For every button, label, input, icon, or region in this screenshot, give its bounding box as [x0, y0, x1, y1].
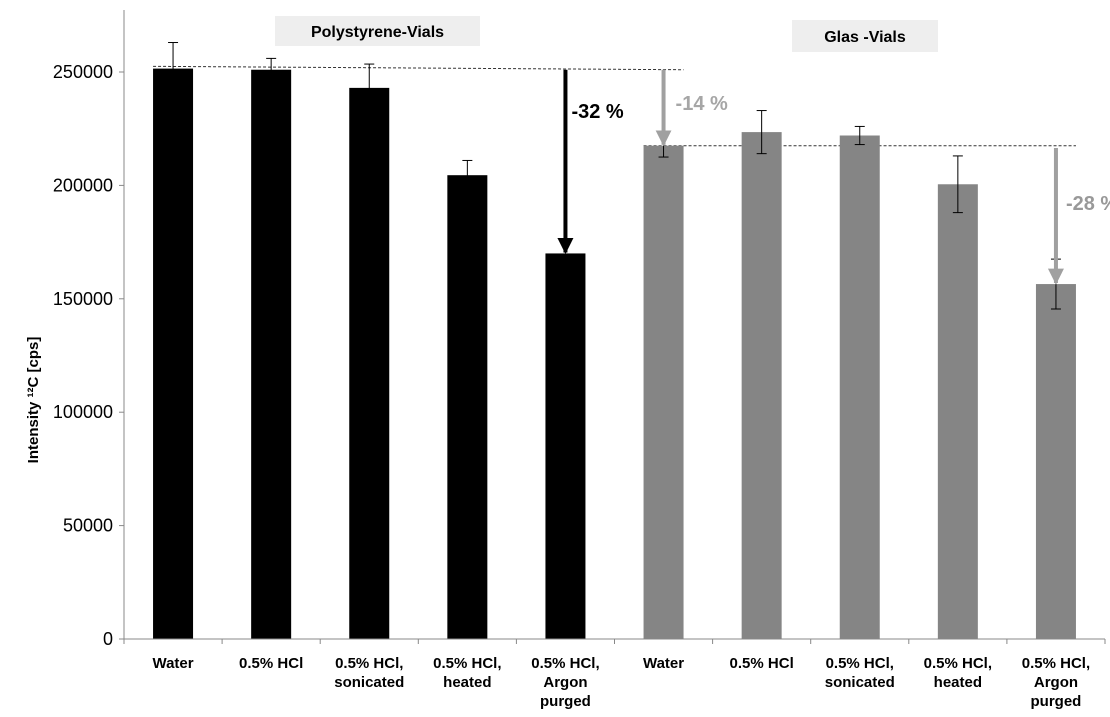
annotation-label-0: -32 % — [571, 101, 623, 123]
x-category-label-line: heated — [443, 674, 491, 691]
annotation-label-1: -14 % — [676, 93, 728, 115]
group-title-0: Polystyrene-Vials — [275, 16, 480, 46]
error-bar-0 — [168, 42, 179, 96]
x-category-label-line: 0.5% HCl, — [433, 655, 501, 672]
x-category-label-line: 0.5% HCl, — [924, 655, 992, 672]
x-category-label-3: 0.5% HCl, heated — [433, 655, 501, 691]
bar-7 — [839, 135, 880, 639]
y-tick-label-3: 150000 — [53, 289, 113, 309]
y-tick-label-4: 200000 — [53, 175, 113, 195]
x-category-label-line: 0.5% HCl, — [1022, 655, 1090, 672]
bar-4 — [545, 253, 586, 639]
bar-3 — [447, 175, 488, 639]
error-bar-1 — [266, 57, 277, 82]
error-bar-7 — [854, 125, 865, 146]
x-category-label-line: 0.5% HCl, — [826, 655, 894, 672]
x-category-label-7: 0.5% HCl, sonicated — [825, 655, 895, 691]
x-category-label-line: 0.5% HCl — [730, 655, 794, 672]
group-title-box-0 — [275, 16, 480, 46]
annotations: -32 % -14 % -28 % — [557, 69, 1110, 285]
y-tick-label-5: 250000 — [53, 62, 113, 82]
x-category-label-line: sonicated — [825, 674, 895, 691]
error-bar-6 — [756, 110, 767, 155]
x-category-label-line: 0.5% HCl — [239, 655, 303, 672]
bar-1 — [251, 69, 292, 640]
x-category-label-4: 0.5% HCl, Argon purged — [531, 655, 599, 710]
x-category-label-1: 0.5% HCl — [239, 655, 303, 672]
error-bar-2 — [364, 63, 375, 113]
x-category-label-5: Water — [643, 655, 684, 672]
bar-0 — [153, 68, 194, 639]
x-category-label-line: sonicated — [334, 674, 404, 691]
x-category-label-line: Argon — [543, 674, 587, 691]
bars — [153, 68, 1076, 640]
x-category-label-0: Water — [152, 655, 193, 672]
group-title-text-1: Glas -Vials — [824, 29, 906, 46]
reference-line-0 — [153, 65, 684, 71]
x-category-label-line: Water — [643, 655, 684, 672]
error-bars — [168, 42, 1061, 310]
x-category-label-line: 0.5% HCl, — [531, 655, 599, 672]
x-category-label-line: 0.5% HCl, — [335, 655, 403, 672]
bar-9 — [1035, 284, 1076, 639]
bar-5 — [643, 145, 684, 639]
y-axis-label: Intensity ¹²C [cps] — [25, 337, 42, 464]
error-bar-8 — [952, 155, 963, 214]
y-tick-labels: 0 50000 100000 150000 200000 250000 — [53, 62, 113, 649]
annotation-label-2: -28 % — [1066, 193, 1110, 215]
group-title-text-0: Polystyrene-Vials — [311, 24, 444, 41]
bar-8 — [937, 184, 978, 640]
x-category-label-line: heated — [934, 674, 982, 691]
x-category-label-8: 0.5% HCl, heated — [924, 655, 992, 691]
group-title-1: Glas -Vials — [792, 20, 938, 52]
bar-6 — [741, 132, 782, 640]
x-category-label-2: 0.5% HCl, sonicated — [334, 655, 404, 691]
bar-2 — [349, 87, 390, 640]
x-category-label-line: Water — [152, 655, 193, 672]
axes — [119, 10, 1106, 644]
x-category-label-line: Argon — [1034, 674, 1078, 691]
x-category-label-9: 0.5% HCl, Argon purged — [1022, 655, 1090, 710]
group-titles: Polystyrene-Vials Glas -Vials — [275, 16, 938, 52]
x-category-label-line: purged — [540, 693, 591, 710]
y-tick-label-2: 100000 — [53, 402, 113, 422]
x-category-label-6: 0.5% HCl — [730, 655, 794, 672]
y-tick-label-0: 0 — [103, 629, 113, 649]
x-category-label-line: purged — [1031, 693, 1082, 710]
error-bar-3 — [462, 159, 473, 191]
group-title-box-1 — [792, 20, 938, 52]
y-tick-label-1: 50000 — [63, 516, 113, 536]
